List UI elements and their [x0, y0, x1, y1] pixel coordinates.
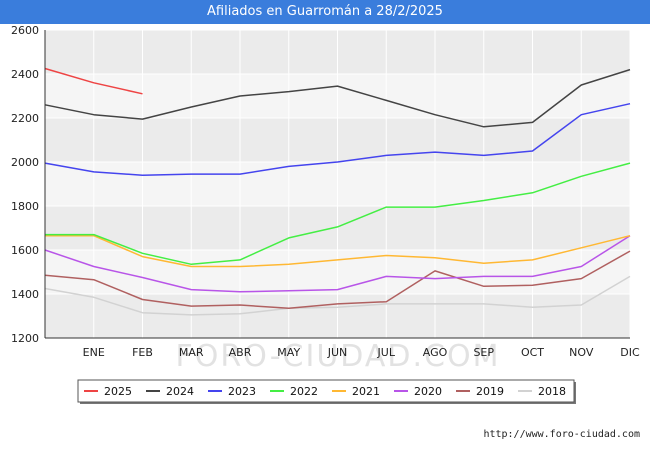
legend-label-2019: 2019 [476, 385, 504, 398]
x-tick-label: DIC [620, 346, 640, 359]
legend-label-2023: 2023 [228, 385, 256, 398]
x-axis-ticks: ENE FEB MAR ABR MAY JUN JUL AGO SEP OCT NOV DIC [83, 346, 640, 359]
series-line-2019 [44, 250, 631, 310]
x-tick-label: FEB [132, 346, 153, 359]
legend-label-2020: 2020 [414, 385, 442, 398]
y-tick-label: 1200 [11, 332, 39, 345]
y-tick-label: 1600 [11, 244, 39, 257]
y-tick-label: 1800 [11, 200, 39, 213]
watermark: FORO-CIUDAD.COM [176, 339, 501, 374]
x-tick-label: NOV [569, 346, 594, 359]
y-axis-ticks: 1200 1400 1600 1800 2000 2200 2400 2600 [11, 24, 39, 345]
series-line-2025 [44, 67, 143, 95]
series-line-2024 [44, 68, 631, 128]
legend-box [77, 379, 575, 403]
y-tick-label: 1400 [11, 288, 39, 301]
series-line-2022 [45, 162, 631, 266]
x-tick-label: MAR [179, 346, 204, 359]
legend-label-2018: 2018 [538, 385, 566, 398]
x-tick-label: SEP [473, 346, 494, 359]
y-tick-label: 2200 [11, 112, 39, 125]
series-lines [44, 67, 631, 316]
y-tick-label: 2000 [11, 156, 39, 169]
legend-label-2025: 2025 [104, 385, 132, 398]
y-tick-label: 2600 [11, 24, 39, 37]
legend-label-2021: 2021 [352, 385, 380, 398]
x-tick-label: ABR [229, 346, 252, 359]
series-line-2020 [44, 235, 631, 293]
y-tick-label: 2400 [11, 68, 39, 81]
series-line-2021 [45, 234, 631, 268]
legend-label-2024: 2024 [166, 385, 194, 398]
x-tick-label: MAY [277, 346, 300, 359]
legend: 2025 2024 2023 2022 2021 2020 2019 2018 [77, 379, 576, 404]
x-tick-label: OCT [521, 346, 544, 359]
series-line-2018 [44, 275, 631, 316]
x-tick-label: JUN [327, 346, 348, 359]
series-line-2023 [44, 102, 631, 176]
axes [44, 30, 630, 339]
x-tick-label: ENE [83, 346, 105, 359]
source-url[interactable]: http://www.foro-ciudad.com [483, 429, 640, 440]
title-bar: Afiliados en Guarromán a 28/2/2025 [0, 0, 650, 24]
chart-title: Afiliados en Guarromán a 28/2/2025 [207, 4, 443, 19]
x-tick-label: AGO [423, 346, 448, 359]
x-tick-label: JUL [377, 346, 396, 359]
legend-label-2022: 2022 [290, 385, 318, 398]
